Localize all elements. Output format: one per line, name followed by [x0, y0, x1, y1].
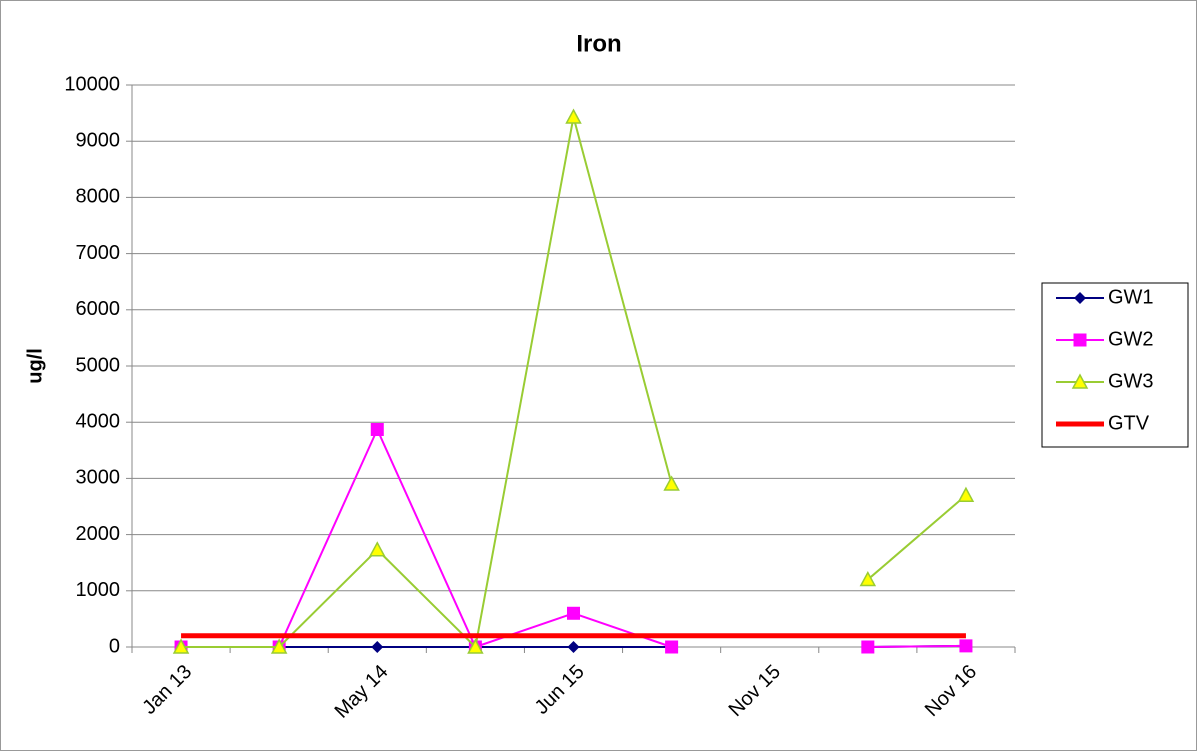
marker — [859, 570, 877, 587]
marker — [270, 638, 288, 654]
y-tick-label: 8000 — [76, 186, 121, 208]
y-tick-label: 9000 — [76, 129, 121, 151]
marker — [371, 641, 384, 653]
marker — [1073, 333, 1087, 347]
marker — [370, 423, 384, 437]
y-tick-label: 1000 — [76, 579, 121, 601]
y-tick-label: 10000 — [64, 73, 120, 95]
marker — [1071, 373, 1089, 389]
marker — [861, 640, 875, 654]
chart-title: Iron — [576, 30, 621, 57]
marker — [567, 606, 580, 620]
legend-label: GTV — [1108, 412, 1150, 434]
y-tick-label: 6000 — [76, 298, 121, 320]
y-tick-label: 5000 — [76, 354, 121, 376]
marker — [467, 638, 484, 654]
marker — [565, 108, 582, 124]
y-tick-label: 3000 — [76, 467, 121, 489]
y-tick-label: 4000 — [76, 410, 121, 432]
marker — [663, 475, 680, 491]
marker — [172, 638, 190, 654]
legend-label: GW3 — [1108, 370, 1154, 392]
y-tick-label: 2000 — [76, 523, 121, 545]
marker — [957, 486, 975, 503]
series-line — [181, 116, 967, 650]
marker — [959, 639, 973, 653]
y-axis-label: ug/l — [24, 348, 46, 384]
legend-box — [1041, 282, 1189, 448]
marker — [665, 640, 679, 654]
marker — [1074, 292, 1086, 304]
legend-label: GW2 — [1108, 328, 1154, 350]
marker — [369, 541, 386, 557]
y-tick-label: 7000 — [76, 242, 121, 264]
legend-label: GW1 — [1108, 286, 1154, 308]
marker — [567, 641, 580, 653]
y-tick-label: 0 — [109, 635, 120, 657]
